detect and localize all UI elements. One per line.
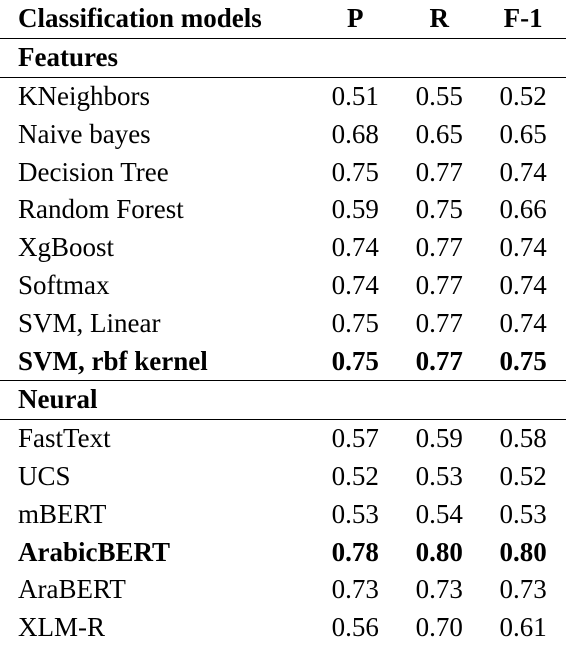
model-name-cell: FastText [18,423,111,454]
table-row: Softmax 0.74 0.77 0.74 [0,267,566,305]
precision-cell: 0.57 [331,423,379,454]
f1-cell: 0.74 [499,269,547,300]
f1-cell: 0.52 [499,80,547,111]
model-name-cell: Softmax [18,269,110,300]
precision-cell: 0.68 [331,118,379,149]
precision-cell: 0.53 [331,498,379,529]
precision-cell: 0.51 [331,80,379,111]
f1-cell: 0.80 [499,536,547,567]
precision-cell: 0.74 [331,232,379,263]
table-row: UCS 0.52 0.53 0.52 [0,458,566,496]
precision-cell: 0.75 [331,307,379,338]
f1-cell: 0.74 [499,232,547,263]
f1-cell: 0.73 [499,574,547,605]
table-row: mBERT 0.53 0.54 0.53 [0,495,566,533]
model-name-cell: SVM, Linear [18,307,161,338]
recall-cell: 0.80 [415,536,463,567]
f1-cell: 0.74 [499,156,547,187]
f1-cell: 0.74 [499,307,547,338]
f1-cell: 0.61 [499,612,547,643]
column-header-model: Classification models [0,0,313,39]
f1-cell: 0.66 [499,194,547,225]
table-row: FastText 0.57 0.59 0.58 [0,419,566,457]
f1-cell: 0.53 [499,498,547,529]
precision-cell: 0.59 [331,194,379,225]
recall-cell: 0.77 [415,232,463,263]
recall-cell: 0.70 [415,612,463,643]
recall-cell: 0.73 [415,574,463,605]
table-row: Naive bayes 0.68 0.65 0.65 [0,115,566,153]
column-header-recall: R [398,0,481,39]
section-header-row: Features [0,38,566,78]
recall-cell: 0.65 [415,118,463,149]
section-title: Features [0,38,566,78]
table-row: XLM-R 0.56 0.70 0.61 [0,609,566,647]
precision-cell: 0.56 [331,612,379,643]
model-name-cell: KNeighbors [18,80,150,111]
column-header-precision: P [312,0,399,39]
table-row: XgBoost 0.74 0.77 0.74 [0,229,566,267]
precision-cell: 0.75 [331,156,379,187]
recall-cell: 0.54 [415,498,463,529]
recall-cell: 0.77 [415,307,463,338]
recall-cell: 0.77 [415,156,463,187]
recall-cell: 0.53 [415,460,463,491]
precision-cell: 0.52 [331,460,379,491]
model-name-cell: AraBERT [18,574,126,605]
section-title: Neural [0,379,566,420]
f1-cell: 0.58 [499,423,547,454]
table-body: Features KNeighbors 0.51 0.55 0.52 Naive baye… [0,38,566,646]
table-row: KNeighbors 0.51 0.55 0.52 [0,77,566,115]
precision-cell: 0.73 [331,574,379,605]
table-row: AraBERT 0.73 0.73 0.73 [0,571,566,609]
recall-cell: 0.59 [415,423,463,454]
recall-cell: 0.77 [415,345,463,376]
table-row: Decision Tree 0.75 0.77 0.74 [0,153,566,191]
model-name-cell: SVM, rbf kernel [18,345,208,376]
model-name-cell: Decision Tree [18,156,169,187]
f1-cell: 0.75 [499,345,547,376]
model-name-cell: UCS [18,460,71,491]
column-header-f1: F-1 [480,0,566,39]
table-row: ArabicBERT 0.78 0.80 0.80 [0,533,566,571]
f1-cell: 0.52 [499,460,547,491]
precision-cell: 0.75 [331,345,379,376]
recall-cell: 0.55 [415,80,463,111]
table-row: Random Forest 0.59 0.75 0.66 [0,191,566,229]
model-name-cell: XgBoost [18,232,115,263]
table-row: SVM, Linear 0.75 0.77 0.74 [0,304,566,342]
model-name-cell: Naive bayes [18,118,151,149]
model-name-cell: mBERT [18,498,107,529]
model-name-cell: XLM-R [18,612,105,643]
recall-cell: 0.75 [415,194,463,225]
table-row: SVM, rbf kernel 0.75 0.77 0.75 [0,342,566,380]
model-name-cell: Random Forest [18,194,184,225]
precision-cell: 0.74 [331,269,379,300]
header-row: Classification models P R F-1 [0,0,566,39]
section-header-row: Neural [0,379,566,420]
f1-cell: 0.65 [499,118,547,149]
recall-cell: 0.77 [415,269,463,300]
precision-cell: 0.78 [331,536,379,567]
model-name-cell: ArabicBERT [18,536,171,567]
